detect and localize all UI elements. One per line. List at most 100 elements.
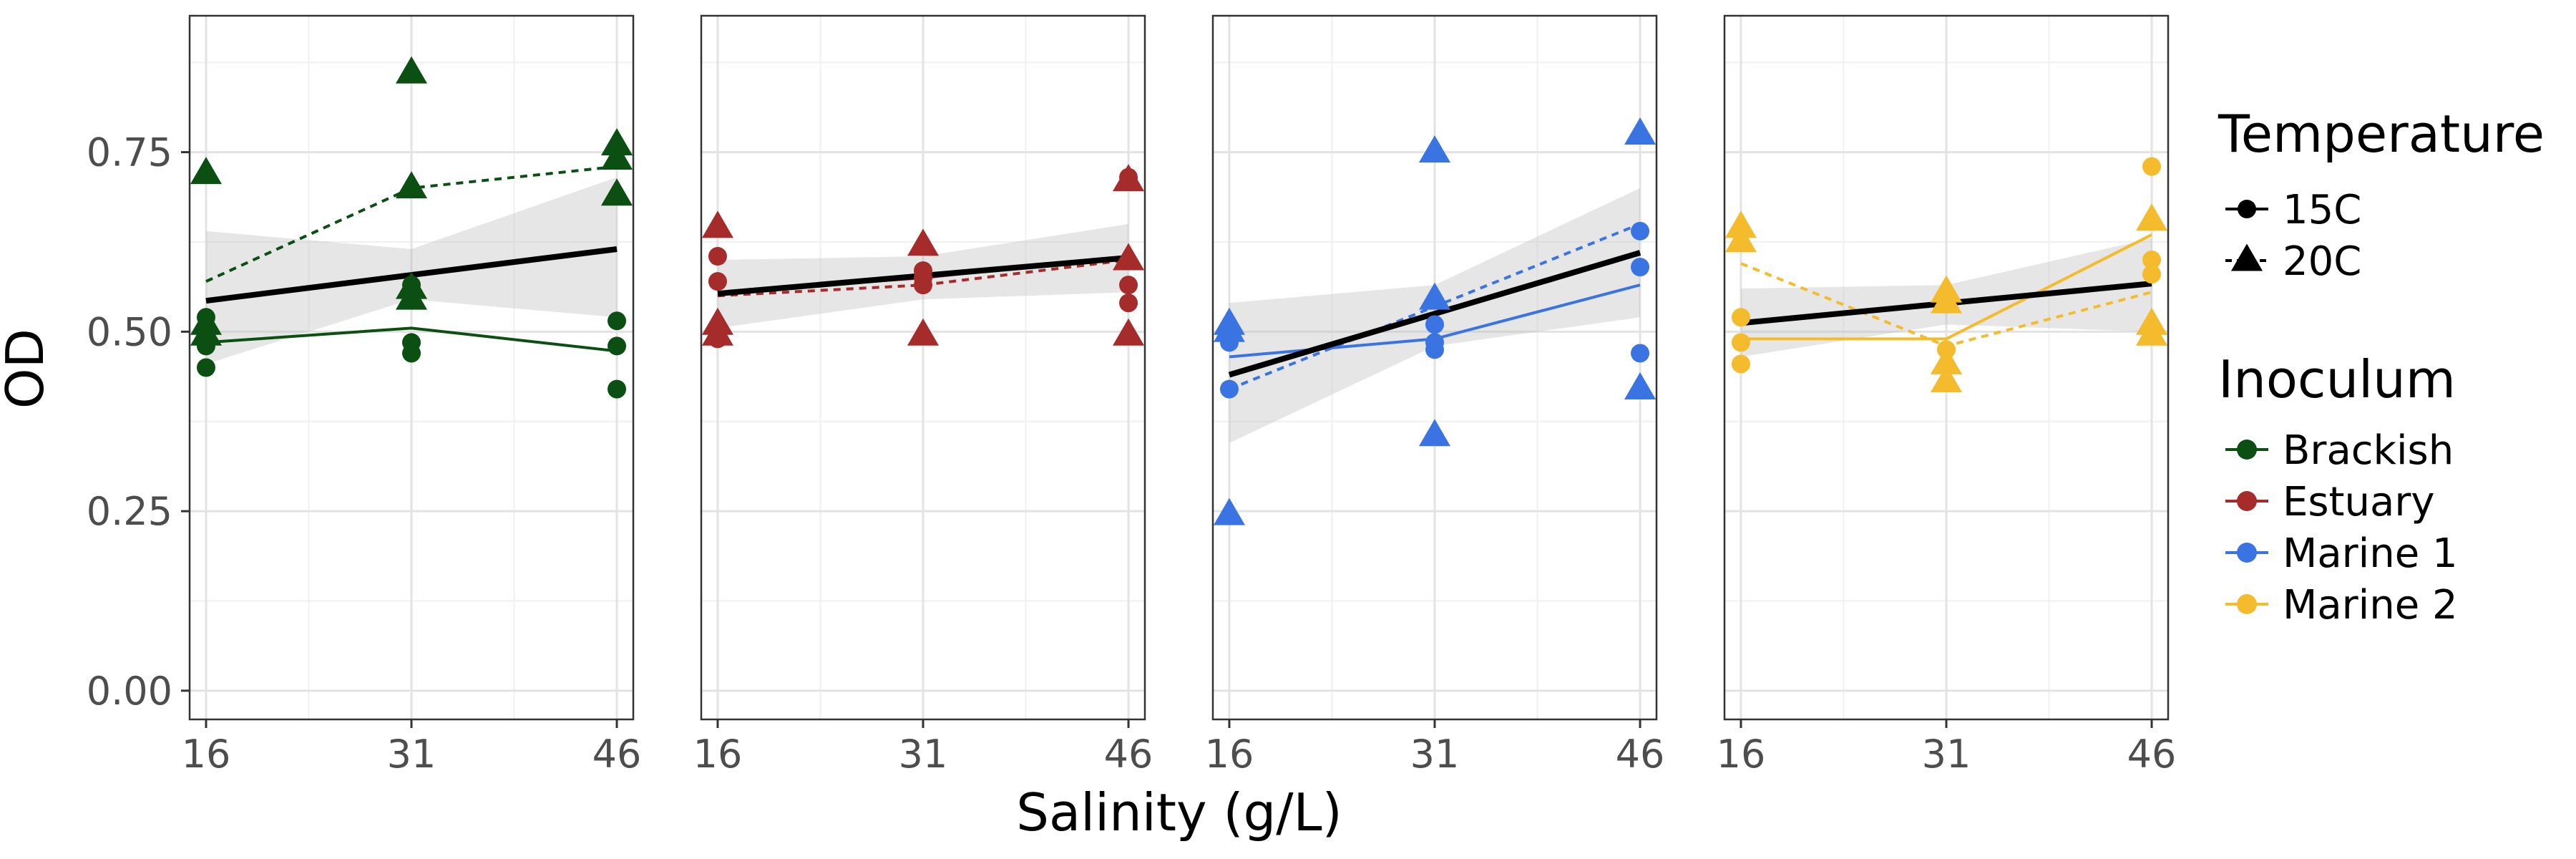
- point-20c: [600, 127, 633, 155]
- legend-key-marine-2: [2225, 594, 2268, 614]
- point-20c: [1930, 286, 1963, 314]
- point-15c: [608, 311, 627, 331]
- point-20c: [1112, 164, 1145, 192]
- point-15c: [1631, 344, 1650, 363]
- legend-title-temperature: Temperature: [2218, 104, 2545, 164]
- point-20c: [1112, 243, 1145, 271]
- legend-label-estuary: Estuary: [2283, 479, 2435, 525]
- point-15c: [1119, 293, 1138, 313]
- point-20c: [1930, 365, 1963, 393]
- x-tick-label: 31: [1410, 732, 1460, 777]
- point-15c: [196, 358, 215, 377]
- point-15c: [1731, 354, 1750, 374]
- x-tick-label: 46: [592, 732, 642, 777]
- point-15c: [402, 344, 421, 363]
- legend-key-20c: [2225, 243, 2268, 271]
- trend-line-20c: [717, 258, 1129, 298]
- x-tick-label: 16: [1717, 732, 1766, 777]
- point-15c: [708, 272, 727, 291]
- point-15c: [1425, 340, 1444, 359]
- panel-estuary: 16 31 46: [693, 14, 1153, 777]
- legend-label-15c: 15C: [2283, 187, 2361, 233]
- x-tick-label: 16: [1205, 732, 1254, 777]
- point-20c: [395, 282, 428, 310]
- point-20c: [1213, 314, 1246, 342]
- point-20c: [1624, 372, 1657, 400]
- x-tick-label: 31: [1922, 732, 1971, 777]
- facet-panels: 16 31 46 0.00 0.25 0.50 0.75 16 31 46 16 31 46 16 31 46: [87, 14, 2176, 777]
- point-15c: [2142, 157, 2162, 176]
- point-20c: [1418, 419, 1451, 447]
- legend-label-marine-2: Marine 2: [2283, 582, 2458, 629]
- trend-line-15c: [205, 326, 618, 353]
- point-20c: [701, 318, 734, 346]
- legend-key-estuary: [2225, 491, 2268, 511]
- y-tick-label: 0.50: [87, 309, 172, 354]
- legend-circle: [2238, 200, 2256, 218]
- point-15c: [2142, 251, 2162, 270]
- point-15c: [1731, 333, 1750, 352]
- point-15c: [1631, 258, 1650, 277]
- point-15c: [1425, 315, 1444, 334]
- point-20c: [1418, 135, 1451, 163]
- confidence-band: [205, 177, 618, 364]
- point-20c: [907, 318, 940, 346]
- point-15c: [1219, 379, 1239, 399]
- point-20c: [395, 171, 428, 199]
- point-20c: [1112, 318, 1145, 346]
- x-axis-title: Salinity (g/L): [1016, 782, 1342, 843]
- legend-circle: [2237, 440, 2257, 460]
- point-20c: [190, 318, 223, 346]
- point-15c: [608, 336, 627, 356]
- point-20c: [600, 142, 633, 170]
- point-20c: [701, 210, 734, 238]
- legend-key-marine-1: [2225, 543, 2268, 563]
- panel-marine-1: 16 31 46: [1205, 14, 1665, 777]
- point-20c: [907, 228, 940, 256]
- trend-line-15c: [1740, 233, 2152, 341]
- point-20c: [190, 157, 223, 185]
- legend: Temperature 15C 20C Inoculum Brackish Estuary…: [2218, 104, 2545, 629]
- x-tick-label: 16: [182, 732, 231, 777]
- overall-fit-line: [1228, 250, 1641, 378]
- panel-brackish: 16 31 46 0.00 0.25 0.50 0.75: [87, 14, 642, 777]
- panel-marine-2: 16 31 46: [1717, 14, 2176, 777]
- legend-label-brackish: Brackish: [2283, 427, 2454, 474]
- y-tick-label: 0.00: [87, 669, 172, 714]
- point-15c: [1119, 276, 1138, 295]
- legend-circle: [2237, 594, 2257, 614]
- point-20c: [1724, 210, 1757, 238]
- legend-circle: [2237, 491, 2257, 511]
- y-axis-title: OD: [0, 329, 55, 409]
- point-15c: [608, 379, 627, 399]
- x-tick-label: 31: [899, 732, 948, 777]
- point-20c: [1724, 225, 1757, 253]
- legend-label-20c: 20C: [2283, 238, 2361, 285]
- legend-key-15c: [2225, 200, 2268, 218]
- legend-title-inoculum: Inoculum: [2218, 349, 2456, 409]
- point-20c: [600, 178, 633, 206]
- point-20c: [1930, 346, 1963, 374]
- legend-triangle: [2230, 243, 2263, 271]
- point-15c: [708, 247, 727, 266]
- point-15c: [2142, 265, 2162, 284]
- point-20c: [2135, 203, 2168, 231]
- x-tick-label: 46: [1104, 732, 1153, 777]
- point-20c: [2135, 318, 2168, 346]
- point-15c: [1631, 221, 1650, 241]
- x-tick-label: 46: [1616, 732, 1665, 777]
- legend-circle: [2237, 543, 2257, 563]
- legend-label-marine-1: Marine 1: [2283, 530, 2458, 577]
- point-20c: [1418, 282, 1451, 310]
- point-20c: [395, 56, 428, 84]
- legend-key-brackish: [2225, 440, 2268, 460]
- x-tick-label: 31: [387, 732, 436, 777]
- y-tick-label: 0.75: [87, 130, 172, 175]
- point-15c: [914, 276, 932, 295]
- point-20c: [1624, 117, 1657, 145]
- y-tick-label: 0.25: [87, 489, 172, 534]
- x-tick-label: 16: [693, 732, 743, 777]
- point-15c: [1731, 308, 1750, 327]
- point-20c: [1213, 498, 1246, 525]
